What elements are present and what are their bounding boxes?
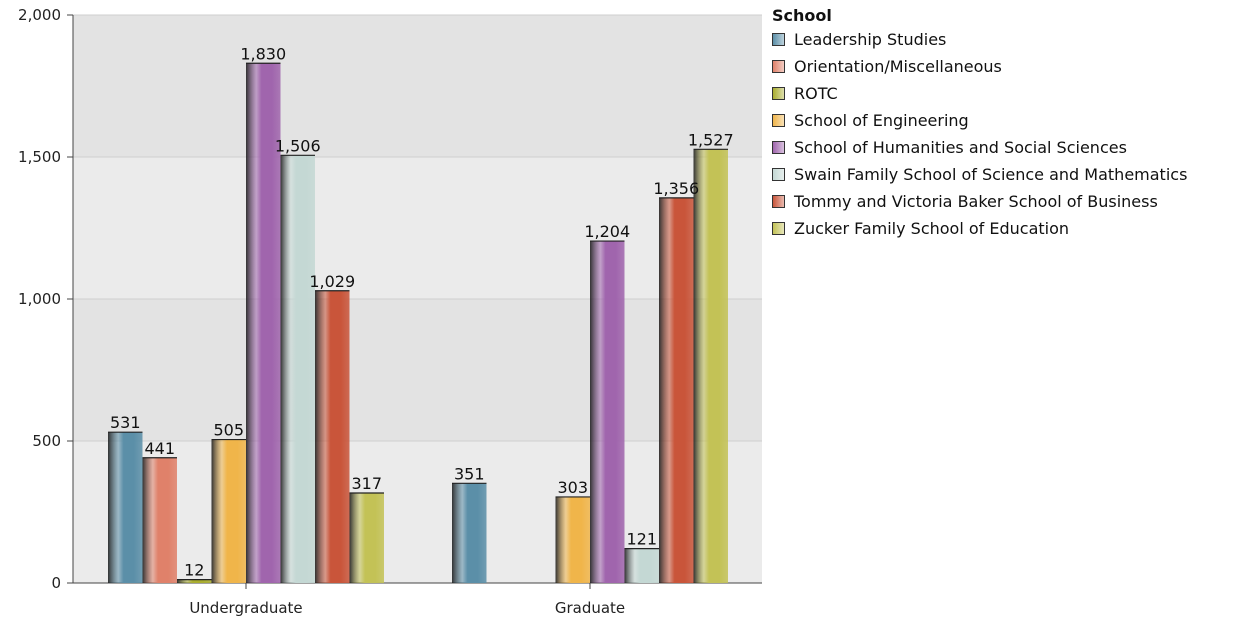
legend-item: School of Engineering (772, 107, 1187, 134)
data-label: 1,830 (240, 44, 286, 63)
legend-swatch (772, 33, 785, 46)
data-label: 317 (351, 474, 382, 493)
x-tick-label: Undergraduate (189, 599, 302, 617)
bar (280, 155, 315, 583)
data-label: 1,356 (653, 179, 699, 198)
legend-item: School of Humanities and Social Sciences (772, 134, 1187, 161)
data-label: 531 (110, 413, 141, 432)
legend-item: Zucker Family School of Education (772, 215, 1187, 242)
legend-title: School (772, 6, 832, 25)
data-label: 121 (626, 530, 657, 549)
bar (659, 197, 694, 583)
legend-label: Leadership Studies (794, 30, 947, 49)
data-label: 1,029 (309, 272, 355, 291)
data-label: 441 (144, 439, 175, 458)
legend-label: Orientation/Miscellaneous (794, 57, 1002, 76)
bar (349, 492, 384, 583)
legend-item: Swain Family School of Science and Mathe… (772, 161, 1187, 188)
legend-swatch (772, 195, 785, 208)
bar (452, 483, 487, 583)
legend-label: Tommy and Victoria Baker School of Busin… (794, 192, 1158, 211)
bar (590, 241, 625, 583)
plot-band (73, 15, 762, 157)
legend-item: Leadership Studies (772, 26, 1187, 53)
legend-item: ROTC (772, 80, 1187, 107)
bar (315, 290, 350, 583)
y-tick-label: 1,000 (18, 290, 61, 308)
data-label: 1,204 (584, 222, 630, 241)
data-label: 303 (557, 478, 588, 497)
y-tick-label: 0 (51, 574, 61, 592)
bar (693, 149, 728, 583)
legend-swatch (772, 87, 785, 100)
bar (108, 432, 143, 583)
legend: School Leadership Studies Orientation/Mis… (772, 6, 1187, 242)
x-tick-label: Graduate (555, 599, 625, 617)
y-tick-label: 2,000 (18, 6, 61, 24)
bar (177, 579, 212, 583)
y-tick-label: 500 (32, 432, 61, 450)
legend-label: Swain Family School of Science and Mathe… (794, 165, 1188, 184)
plot-band (73, 157, 762, 299)
legend-swatch (772, 114, 785, 127)
data-label: 1,527 (688, 130, 734, 149)
bar (555, 496, 590, 583)
legend-label: School of Humanities and Social Sciences (794, 138, 1127, 157)
y-tick-label: 1,500 (18, 148, 61, 166)
bar (211, 439, 246, 583)
data-label: 505 (213, 421, 244, 440)
bar (142, 457, 177, 583)
legend-swatch (772, 222, 785, 235)
legend-item: Orientation/Miscellaneous (772, 53, 1187, 80)
plot-band (73, 299, 762, 441)
legend-swatch (772, 60, 785, 73)
legend-label: ROTC (794, 84, 838, 103)
legend-item: Tommy and Victoria Baker School of Busin… (772, 188, 1187, 215)
legend-label: School of Engineering (794, 111, 969, 130)
legend-label: Zucker Family School of Education (794, 219, 1070, 238)
bar (246, 63, 281, 583)
legend-swatch (772, 168, 785, 181)
bar (624, 548, 659, 583)
data-label: 1,506 (275, 136, 321, 155)
legend-swatch (772, 141, 785, 154)
data-label: 351 (454, 464, 485, 483)
data-label: 12 (184, 561, 204, 580)
